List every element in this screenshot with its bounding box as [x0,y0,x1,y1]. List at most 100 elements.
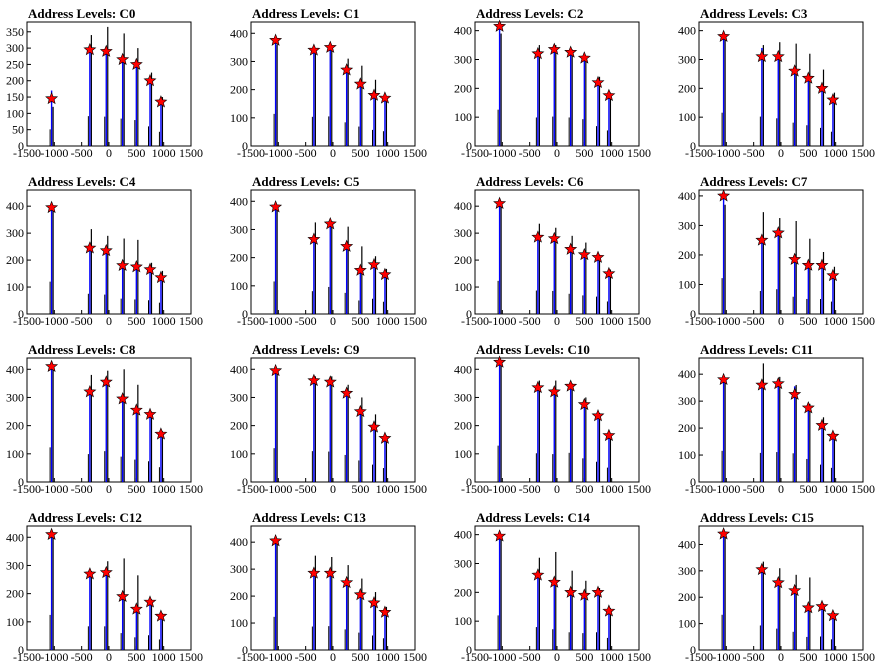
peak-marker [83,567,97,580]
y-tick-label: 200 [230,589,248,603]
x-tick-label: -1500 [461,482,489,496]
x-tick-label: 1000 [600,650,624,664]
peak-marker [353,404,367,418]
x-tick-label: 500 [575,650,593,664]
peak-marker [45,359,59,372]
x-tick-label: -1000 [712,482,740,496]
peak-marker [154,95,168,108]
y-tick-label: 0 [690,139,696,153]
y-tick-label: 200 [454,253,472,267]
y-tick-label: 400 [454,199,472,213]
x-tick-label: -1000 [712,650,740,664]
peak-marker [116,258,130,271]
peak-marker [83,384,97,398]
x-tick-label: -500 [743,314,765,328]
peak-marker [340,63,354,76]
chart-title: Address Levels: C4 [28,174,136,189]
x-tick-label: -1500 [685,314,713,328]
y-tick-label: 400 [230,26,248,40]
chart-title: Address Levels: C15 [700,510,814,525]
chart-panel-13: Address Levels: C13 0 100 200 300 400 -1500 -10… [230,510,427,664]
y-tick-label: 0 [18,307,24,321]
peak-marker [367,88,381,101]
y-tick-label: 400 [454,362,472,376]
x-tick-label: -1500 [237,146,265,160]
y-tick-label: 100 [678,617,696,631]
peak-marker [547,231,561,245]
x-tick-label: -1000 [264,314,292,328]
peak-marker [577,397,591,411]
y-tick-label: 100 [454,447,472,461]
y-tick-label: 100 [678,277,696,291]
peak-marker [45,91,59,105]
peak-marker [116,52,130,66]
chart-panel-15: Address Levels: C15 0 100 200 300 400 -1500 -10… [678,510,875,664]
chart-panel-7: Address Levels: C7 0 100 200 300 400 -1500 -100… [678,174,875,328]
peak-marker [717,527,731,540]
x-tick-label: 0 [330,314,336,328]
y-tick-label: 300 [454,556,472,570]
peak-marker [801,401,815,414]
peak-marker [531,568,545,581]
x-tick-label: 0 [330,146,336,160]
y-tick-label: 100 [230,279,248,293]
x-tick-label: 0 [778,314,784,328]
peak-marker [602,428,616,442]
x-tick-label: -500 [519,650,541,664]
y-tick-label: 100 [6,615,24,629]
peak-marker [45,200,59,214]
x-tick-label: 500 [351,482,369,496]
peak-marker [269,533,283,547]
y-tick-label: 0 [242,475,248,489]
peak-marker [531,46,545,60]
x-tick-label: -1000 [264,650,292,664]
y-tick-label: 200 [230,83,248,97]
chart-title: Address Levels: C10 [476,342,590,357]
peak-marker [577,51,591,64]
x-tick-label: -1500 [237,482,265,496]
y-tick-label: 300 [6,41,24,55]
peak-marker [129,403,143,416]
peak-marker [143,73,157,87]
y-tick-label: 0 [690,307,696,321]
y-tick-label: 100 [454,614,472,628]
x-tick-label: 500 [799,314,817,328]
x-tick-label: 1500 [179,314,203,328]
x-tick-label: 0 [554,650,560,664]
x-tick-label: -500 [519,314,541,328]
peak-marker [367,257,381,271]
peak-marker [493,529,507,542]
x-tick-label: -500 [295,650,317,664]
y-tick-label: 400 [6,530,24,544]
x-tick-label: 1500 [851,314,875,328]
x-tick-label: -1000 [488,314,516,328]
y-tick-label: 200 [230,251,248,265]
peak-marker [378,91,392,104]
peak-marker [547,42,561,55]
y-tick-label: 200 [454,419,472,433]
y-tick-label: 400 [454,24,472,38]
peak-marker [143,262,157,276]
y-tick-label: 200 [678,590,696,604]
x-tick-label: 500 [127,146,145,160]
x-tick-label: -1500 [461,314,489,328]
peak-marker [129,259,143,273]
peak-marker [154,609,168,622]
peak-marker [591,408,605,422]
x-tick-label: -500 [295,482,317,496]
peak-marker [815,599,829,612]
peak-marker [755,49,769,63]
x-tick-label: 500 [127,650,145,664]
x-tick-label: 0 [778,650,784,664]
peak-marker [340,239,354,252]
x-tick-label: 1000 [824,146,848,160]
peak-marker [323,375,337,388]
peak-marker [367,595,381,609]
x-tick-label: -1500 [237,314,265,328]
peak-marker [154,270,168,284]
y-tick-label: 400 [230,194,248,208]
y-tick-label: 0 [690,475,696,489]
x-tick-label: -1000 [40,146,68,160]
x-tick-label: 1500 [851,650,875,664]
y-tick-label: 300 [678,52,696,66]
